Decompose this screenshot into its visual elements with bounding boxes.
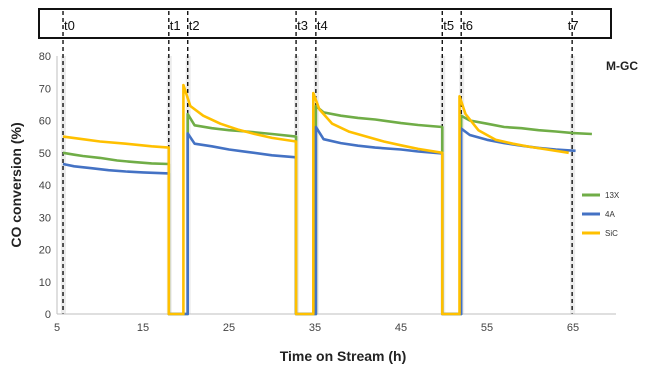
y-tick-label: 30 bbox=[39, 212, 51, 224]
x-tick-label: 15 bbox=[137, 322, 149, 334]
legend-label: SiC bbox=[605, 229, 618, 238]
time-marker-label: t2 bbox=[189, 18, 200, 33]
y-tick-label: 50 bbox=[39, 148, 51, 160]
marker-shade bbox=[570, 56, 576, 314]
series-line-sic bbox=[62, 83, 569, 316]
axes: 0 10 20 30 40 50 60 70 80 5 15 25 35 45 55 65 bbox=[39, 51, 616, 334]
time-marker-label: t5 bbox=[443, 18, 454, 33]
x-tick-label: 45 bbox=[395, 322, 407, 334]
x-axis-label: Time on Stream (h) bbox=[280, 348, 407, 364]
y-tick-label: 0 bbox=[45, 309, 51, 321]
time-marker-label: t7 bbox=[568, 18, 579, 33]
time-marker-label: t4 bbox=[317, 18, 328, 33]
time-marker-label: t0 bbox=[64, 18, 75, 33]
series-line-4a bbox=[62, 125, 576, 316]
series-line-13x bbox=[62, 104, 592, 316]
time-marker-bar bbox=[38, 8, 612, 39]
x-tick-label: 65 bbox=[567, 322, 579, 334]
legend-label: 4A bbox=[605, 210, 615, 219]
series-lines bbox=[62, 83, 592, 316]
x-tick-label: 5 bbox=[54, 322, 60, 334]
marker-shade bbox=[61, 56, 67, 314]
x-tick-label: 35 bbox=[309, 322, 321, 334]
y-tick-label: 70 bbox=[39, 83, 51, 95]
legend: 13X 4A SiC bbox=[582, 191, 620, 238]
legend-label: 13X bbox=[605, 191, 620, 200]
y-tick-label: 40 bbox=[39, 180, 51, 192]
y-tick-label: 60 bbox=[39, 116, 51, 128]
y-axis-label: CO conversion (%) bbox=[8, 122, 24, 247]
x-tick-label: 25 bbox=[223, 322, 235, 334]
chart-annotation: M-GC bbox=[606, 59, 638, 73]
time-marker-label: t1 bbox=[170, 18, 181, 33]
y-tick-label: 80 bbox=[39, 51, 51, 63]
y-tick-label: 20 bbox=[39, 245, 51, 257]
x-tick-label: 55 bbox=[481, 322, 493, 334]
y-tick-label: 10 bbox=[39, 277, 51, 289]
time-marker-label: t6 bbox=[462, 18, 473, 33]
time-marker-label: t3 bbox=[297, 18, 308, 33]
